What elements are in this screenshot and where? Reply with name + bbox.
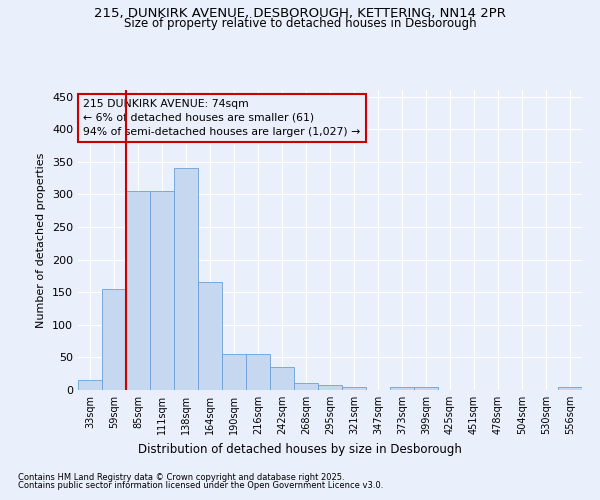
Bar <box>246 354 270 390</box>
Text: Distribution of detached houses by size in Desborough: Distribution of detached houses by size … <box>138 442 462 456</box>
Bar <box>150 191 174 390</box>
Text: 215, DUNKIRK AVENUE, DESBOROUGH, KETTERING, NN14 2PR: 215, DUNKIRK AVENUE, DESBOROUGH, KETTERI… <box>94 8 506 20</box>
Bar <box>294 384 318 390</box>
Bar <box>78 380 102 390</box>
Text: 215 DUNKIRK AVENUE: 74sqm
← 6% of detached houses are smaller (61)
94% of semi-d: 215 DUNKIRK AVENUE: 74sqm ← 6% of detach… <box>83 99 360 137</box>
Text: Contains HM Land Registry data © Crown copyright and database right 2025.: Contains HM Land Registry data © Crown c… <box>18 472 344 482</box>
Bar <box>126 191 150 390</box>
Bar <box>270 367 294 390</box>
Bar <box>342 386 366 390</box>
Bar <box>318 386 342 390</box>
Bar <box>558 386 582 390</box>
Bar <box>174 168 198 390</box>
Bar <box>414 386 438 390</box>
Bar <box>222 354 246 390</box>
Bar <box>102 289 126 390</box>
Y-axis label: Number of detached properties: Number of detached properties <box>37 152 46 328</box>
Text: Contains public sector information licensed under the Open Government Licence v3: Contains public sector information licen… <box>18 481 383 490</box>
Bar <box>390 386 414 390</box>
Text: Size of property relative to detached houses in Desborough: Size of property relative to detached ho… <box>124 18 476 30</box>
Bar <box>198 282 222 390</box>
